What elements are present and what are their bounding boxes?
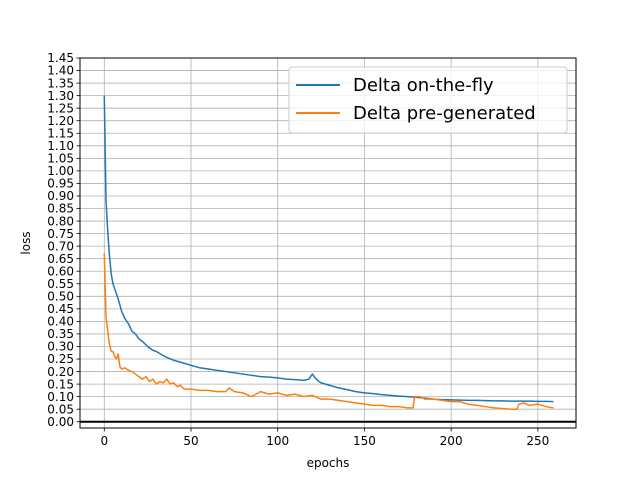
y-tick-label-11: 0.55 [47,277,74,291]
x-tick-label-0: 0 [100,434,108,448]
y-tick-label-7: 0.35 [47,327,74,341]
y-tick-label-14: 0.70 [47,239,74,253]
x-tick-label-5: 250 [526,434,549,448]
y-tick-label-22: 1.10 [47,139,74,153]
y-tick-label-2: 0.10 [47,390,74,404]
series-lines [103,95,554,410]
y-tick-label-9: 0.45 [47,302,74,316]
y-tick-label-20: 1.00 [47,164,74,178]
y-tick-label-21: 1.05 [47,152,74,166]
y-tick-label-3: 0.15 [47,377,74,391]
legend-box [288,66,568,134]
y-axis-ticks: 0.000.050.100.150.200.250.300.350.400.45… [47,51,80,429]
y-tick-label-24: 1.20 [47,114,74,128]
legend-label-delta-on-the-fly: Delta on-the-fly [353,75,494,96]
y-tick-label-10: 0.50 [47,290,74,304]
plot-frame [79,57,577,429]
y-tick-label-15: 0.75 [47,227,74,241]
x-axis-ticks: 0 50 100 150 200 250 [100,428,549,448]
y-tick-label-25: 1.25 [47,101,74,115]
legend: Delta on-the-fly Delta pre-generated [288,66,568,134]
y-tick-label-28: 1.40 [47,64,74,78]
y-tick-label-19: 0.95 [47,177,74,191]
series-line-delta-on-the-fly [103,95,554,403]
x-tick-label-3: 150 [353,434,376,448]
legend-label-delta-pre-generated: Delta pre-generated [353,103,536,124]
x-tick-label-4: 200 [440,434,463,448]
y-tick-label-1: 0.05 [47,402,74,416]
y-tick-label-4: 0.20 [47,365,74,379]
y-tick-label-12: 0.60 [47,264,74,278]
y-axis-label: loss [19,231,33,254]
x-tick-label-2: 100 [266,434,289,448]
x-tick-label-1: 50 [183,434,198,448]
y-tick-label-26: 1.30 [47,89,74,103]
series-line-delta-pre-generated [103,253,554,410]
y-tick-label-0: 0.00 [47,415,74,429]
y-tick-label-17: 0.85 [47,202,74,216]
y-tick-label-6: 0.30 [47,340,74,354]
y-tick-label-18: 0.90 [47,189,74,203]
y-tick-label-8: 0.40 [47,315,74,329]
y-tick-label-16: 0.80 [47,214,74,228]
y-tick-label-13: 0.65 [47,252,74,266]
y-tick-label-27: 1.35 [47,76,74,90]
y-tick-label-23: 1.15 [47,126,74,140]
y-tick-label-5: 0.25 [47,352,74,366]
y-tick-label-29: 1.45 [47,51,74,65]
x-axis-label: epochs [307,456,350,470]
